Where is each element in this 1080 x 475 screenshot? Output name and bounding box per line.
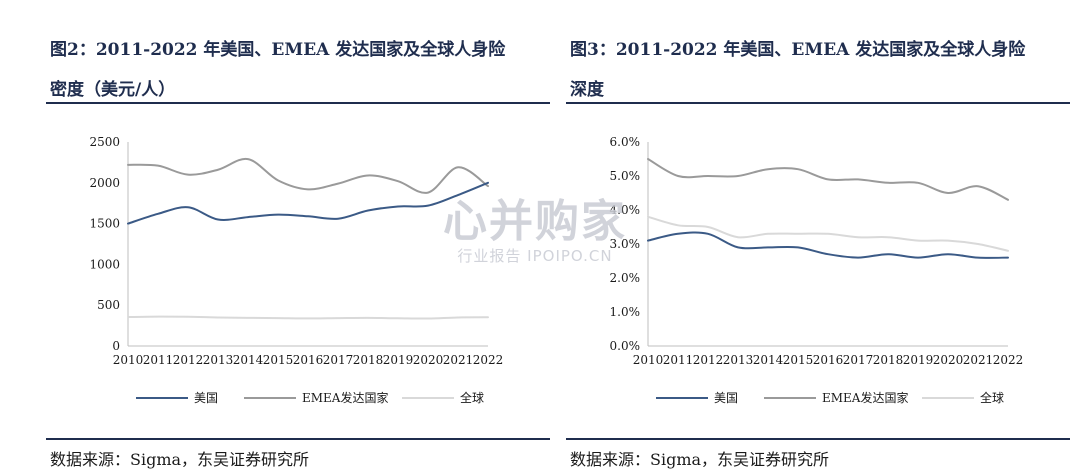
x-tick-label: 2019: [383, 353, 414, 367]
legend-label-emea: EMEA发达国家: [302, 390, 388, 405]
y-tick-label: 3.0%: [610, 237, 641, 251]
x-tick-label: 2010: [113, 353, 144, 367]
x-tick-label: 2014: [753, 353, 784, 367]
y-tick-label: 0.0%: [610, 339, 641, 353]
y-tick-label: 2000: [89, 176, 120, 190]
legend-label-global: 全球: [980, 390, 1004, 405]
x-tick-label: 2020: [933, 353, 964, 367]
series-line-us: [647, 231, 1009, 259]
title-divider: [566, 102, 1070, 104]
legend-label-us: 美国: [714, 391, 738, 405]
series-line-global: [127, 315, 489, 320]
y-tick-label: 2500: [89, 135, 120, 149]
legend-label-emea: EMEA发达国家: [822, 390, 908, 405]
y-tick-label: 5.0%: [610, 169, 641, 183]
figure-title-line1: 图2：2011-2022 年美国、EMEA 发达国家及全球人身险: [50, 40, 506, 60]
x-tick-label: 2014: [233, 353, 264, 367]
title-divider: [46, 102, 550, 104]
y-tick-label: 1000: [89, 257, 120, 271]
figure-title-line2: 密度（美元/人）: [50, 80, 176, 100]
legend-label-global: 全球: [460, 390, 484, 405]
source-divider: [46, 438, 550, 440]
series-line-emea: [127, 157, 489, 194]
chart-panel-left: 图2：2011-2022 年美国、EMEA 发达国家及全球人身险 密度（美元/人…: [46, 0, 550, 475]
line-chart-insurance-density: 0 500 1000 1500 2000 2500 2010 2011 2012 2013 2014…: [89, 135, 504, 405]
x-tick-label: 2013: [723, 353, 754, 367]
x-tick-label: 2015: [263, 353, 294, 367]
x-tick-label: 2011: [143, 353, 174, 367]
x-tick-label: 2022: [993, 353, 1024, 367]
x-tick-label: 2016: [293, 353, 324, 367]
x-tick-label: 2017: [843, 353, 874, 367]
x-tick-label: 2021: [963, 353, 994, 367]
y-tick-label: 2.0%: [610, 271, 641, 285]
y-tick-label: 1500: [89, 217, 120, 231]
x-tick-label: 2017: [323, 353, 354, 367]
series-line-emea: [647, 158, 1009, 201]
x-tick-label: 2010: [633, 353, 664, 367]
x-tick-label: 2012: [693, 353, 724, 367]
figure-title: 图2：2011-2022 年美国、EMEA 发达国家及全球人身险 密度（美元/人…: [50, 30, 546, 110]
source-divider: [566, 438, 1070, 440]
data-source: 数据来源：Sigma，东吴证券研究所: [570, 450, 830, 469]
data-source: 数据来源：Sigma，东吴证券研究所: [50, 450, 310, 469]
x-tick-label: 2015: [783, 353, 814, 367]
y-tick-label: 500: [97, 298, 120, 312]
series-line-us: [127, 181, 489, 225]
chart-panel-right: 图3：2011-2022 年美国、EMEA 发达国家及全球人身险 深度 0.0%…: [566, 0, 1070, 475]
x-tick-label: 2022: [473, 353, 504, 367]
x-tick-label: 2021: [443, 353, 474, 367]
x-tick-label: 2018: [353, 353, 384, 367]
x-tick-label: 2016: [813, 353, 844, 367]
x-tick-label: 2011: [663, 353, 694, 367]
x-tick-label: 2018: [873, 353, 904, 367]
x-tick-label: 2012: [173, 353, 204, 367]
y-tick-label: 1.0%: [610, 305, 641, 319]
x-tick-label: 2013: [203, 353, 234, 367]
figure-title-line2: 深度: [570, 80, 604, 100]
legend-label-us: 美国: [194, 391, 218, 405]
y-tick-label: 6.0%: [610, 135, 641, 149]
y-tick-label: 4.0%: [610, 203, 641, 217]
x-tick-label: 2019: [903, 353, 934, 367]
x-tick-label: 2020: [413, 353, 444, 367]
figure-title-line1: 图3：2011-2022 年美国、EMEA 发达国家及全球人身险: [570, 40, 1026, 60]
line-chart-insurance-penetration: 0.0% 1.0% 2.0% 3.0% 4.0% 5.0% 6.0% 2010 2011 2012…: [610, 135, 1024, 405]
figure-title: 图3：2011-2022 年美国、EMEA 发达国家及全球人身险 深度: [570, 30, 1066, 110]
y-tick-label: 0: [112, 339, 120, 353]
series-line-global: [647, 215, 1009, 252]
